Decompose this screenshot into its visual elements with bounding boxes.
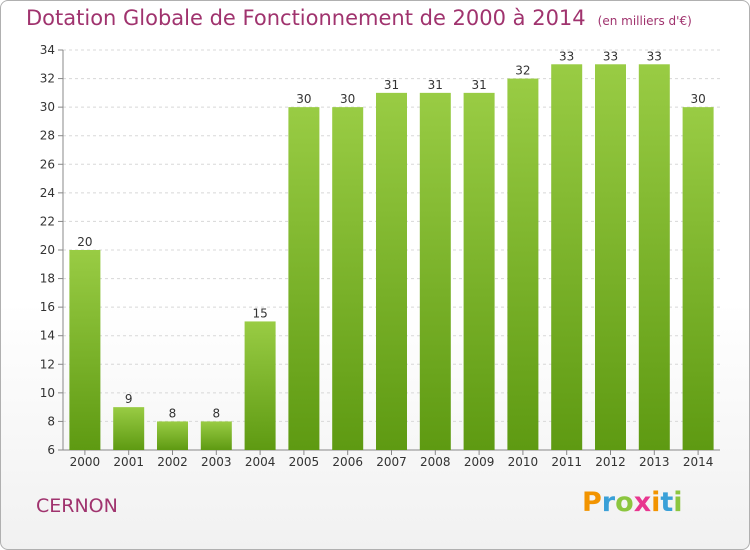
logo-letter: i	[651, 487, 661, 518]
y-tick-label: 18	[40, 272, 55, 286]
x-tick-label: 2008	[420, 455, 451, 469]
x-tick-label: 2013	[639, 455, 670, 469]
bar-value-label: 9	[125, 392, 133, 406]
bar	[638, 64, 670, 451]
y-tick-label: 20	[40, 243, 55, 257]
logo-letter: r	[601, 487, 616, 518]
bar-value-label: 31	[471, 78, 486, 92]
bar	[551, 64, 583, 451]
logo-letter: i	[673, 487, 683, 518]
bar-value-label: 8	[169, 406, 177, 420]
y-tick-label: 34	[40, 43, 55, 57]
y-tick-label: 12	[40, 357, 55, 371]
bar	[157, 421, 188, 450]
y-tick-label: 32	[40, 72, 55, 86]
logo-letter: x	[633, 487, 652, 518]
x-tick-label: 2007	[376, 455, 407, 469]
x-tick-label: 2004	[245, 455, 276, 469]
x-tick-label: 2011	[551, 455, 582, 469]
y-tick-label: 26	[40, 157, 55, 171]
x-tick-label: 2006	[332, 455, 363, 469]
y-tick-label: 28	[40, 129, 55, 143]
y-tick-label: 8	[47, 414, 55, 428]
x-tick-label: 2010	[508, 455, 539, 469]
x-tick-label: 2014	[683, 455, 714, 469]
x-tick-label: 2012	[595, 455, 626, 469]
bar-value-label: 33	[647, 49, 662, 63]
y-tick-label: 30	[40, 100, 55, 114]
bar	[376, 92, 407, 450]
y-tick-label: 16	[40, 300, 55, 314]
logo-letter: t	[660, 487, 674, 518]
proxiti-logo[interactable]: Proxiti	[582, 487, 683, 518]
logo-letter: o	[615, 487, 634, 518]
logo-letter: P	[582, 487, 602, 518]
y-tick-label: 24	[40, 186, 55, 200]
y-tick-label: 6	[47, 443, 55, 457]
bar-value-label: 15	[252, 306, 267, 320]
bar	[200, 421, 232, 450]
bar	[113, 407, 145, 450]
x-tick-label: 2001	[113, 455, 144, 469]
bar	[332, 107, 364, 451]
labels: 6 8 10 12 14 16 18 20 22 24 26 28 30 32 34 20 2000 9 2001 8…	[40, 43, 714, 469]
chart-subtitle: (en milliers d'€)	[597, 14, 692, 28]
bar	[507, 78, 539, 451]
bars	[69, 64, 714, 451]
bar	[463, 92, 495, 450]
bar	[682, 107, 714, 451]
x-tick-label: 2003	[201, 455, 232, 469]
bar	[419, 92, 451, 450]
bar	[69, 250, 101, 450]
chart-title-block: Dotation Globale de Fonctionnement de 20…	[26, 6, 692, 30]
y-tick-label: 10	[40, 386, 55, 400]
chart-title: Dotation Globale de Fonctionnement de 20…	[26, 6, 586, 30]
bar-value-label: 30	[340, 92, 355, 106]
bar-value-label: 30	[296, 92, 311, 106]
x-tick-label: 2005	[289, 455, 320, 469]
bar-value-label: 30	[690, 92, 705, 106]
bar	[288, 107, 320, 451]
x-tick-label: 2009	[464, 455, 495, 469]
y-tick-label: 22	[40, 214, 55, 228]
bar-value-label: 33	[559, 49, 574, 63]
bar-value-label: 33	[603, 49, 618, 63]
commune-name: CERNON	[36, 495, 118, 517]
bar-value-label: 32	[515, 64, 530, 78]
y-tick-label: 14	[40, 329, 55, 343]
x-tick-label: 2000	[70, 455, 101, 469]
bar-value-label: 20	[77, 235, 92, 249]
bar	[244, 321, 276, 450]
x-tick-label: 2002	[157, 455, 188, 469]
bar-value-label: 8	[212, 406, 220, 420]
bar-value-label: 31	[384, 78, 399, 92]
bar-value-label: 31	[428, 78, 443, 92]
bar	[595, 64, 626, 451]
